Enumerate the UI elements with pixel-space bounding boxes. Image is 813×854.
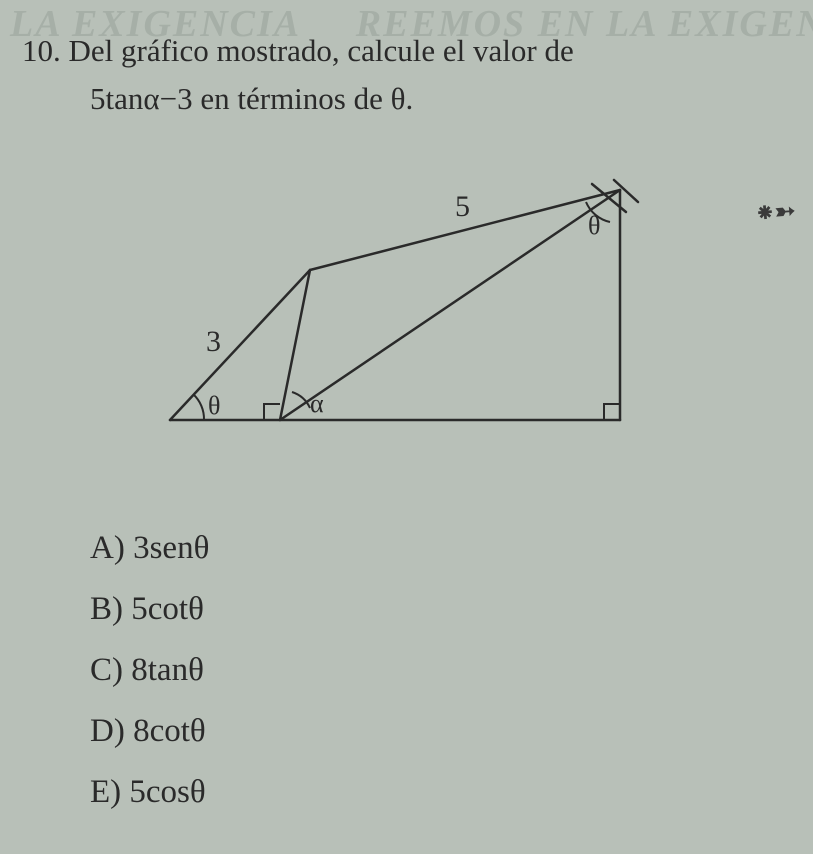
option-a: A) 3senθ xyxy=(90,530,209,567)
option-d-letter: D) xyxy=(90,713,125,749)
q-part2: −3 en términos de xyxy=(160,81,391,116)
q-part1: 5tan xyxy=(90,81,143,116)
hand-scribble: ⁕➳ xyxy=(754,196,797,228)
option-e-letter: E) xyxy=(90,774,121,810)
option-d-text: 8cotθ xyxy=(133,713,206,749)
option-a-text: 3senθ xyxy=(133,530,209,566)
option-e-text: 5cosθ xyxy=(129,774,205,810)
q-theta: θ xyxy=(391,81,406,116)
answer-options: A) 3senθ B) 5cotθ C) 8tanθ D) 8cotθ E) 5… xyxy=(90,530,209,835)
q-part3: . xyxy=(405,81,413,116)
option-a-letter: A) xyxy=(90,530,125,566)
question-line2: 5tanα−3 en términos de θ. xyxy=(90,81,803,117)
option-b-text: 5cotθ xyxy=(131,591,204,627)
option-e: E) 5cosθ xyxy=(90,774,209,811)
svg-text:θ: θ xyxy=(588,211,600,240)
question-line1: 10. Del gráfico mostrado, calcule el val… xyxy=(22,28,803,75)
question-block: 10. Del gráfico mostrado, calcule el val… xyxy=(22,28,803,117)
svg-text:5: 5 xyxy=(455,190,470,223)
svg-text:θ: θ xyxy=(208,391,220,420)
svg-text:α: α xyxy=(310,389,324,418)
option-c-letter: C) xyxy=(90,652,123,688)
option-b-letter: B) xyxy=(90,591,123,627)
option-c: C) 8tanθ xyxy=(90,652,209,689)
question-number: 10. xyxy=(22,33,61,68)
q-alpha: α xyxy=(143,81,159,116)
geometry-diagram: 3 5 θ α θ xyxy=(150,160,670,460)
option-b: B) 5cotθ xyxy=(90,591,209,628)
svg-text:3: 3 xyxy=(206,325,221,358)
option-c-text: 8tanθ xyxy=(131,652,204,688)
question-text-1: Del gráfico mostrado, calcule el valor d… xyxy=(69,33,574,68)
option-d: D) 8cotθ xyxy=(90,713,209,750)
